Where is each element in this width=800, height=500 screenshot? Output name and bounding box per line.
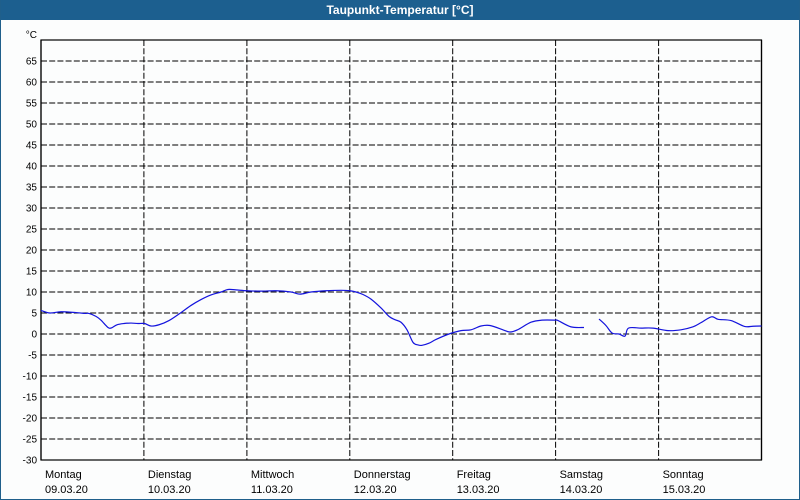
svg-text:35: 35 <box>26 183 38 194</box>
svg-text:0: 0 <box>31 330 37 341</box>
svg-text:Mittwoch: Mittwoch <box>251 469 294 481</box>
svg-text:Freitag: Freitag <box>457 469 491 481</box>
svg-text:Dienstag: Dienstag <box>148 469 191 481</box>
svg-text:-25: -25 <box>23 435 38 446</box>
svg-text:Samstag: Samstag <box>560 469 603 481</box>
svg-text:°C: °C <box>26 30 37 41</box>
svg-text:5: 5 <box>31 309 37 320</box>
svg-text:50: 50 <box>26 120 38 131</box>
svg-text:30: 30 <box>26 204 38 215</box>
svg-text:60: 60 <box>26 78 38 89</box>
svg-text:45: 45 <box>26 141 38 152</box>
svg-text:11.03.20: 11.03.20 <box>251 484 293 496</box>
svg-text:20: 20 <box>26 246 38 257</box>
svg-text:-15: -15 <box>23 393 38 404</box>
svg-text:-5: -5 <box>28 351 37 362</box>
svg-text:10: 10 <box>26 288 38 299</box>
svg-text:Donnerstag: Donnerstag <box>354 469 411 481</box>
svg-text:65: 65 <box>26 57 38 68</box>
svg-text:-20: -20 <box>23 414 38 425</box>
svg-text:09.03.20: 09.03.20 <box>45 484 88 496</box>
svg-text:13.03.20: 13.03.20 <box>457 484 500 496</box>
svg-text:15: 15 <box>26 267 38 278</box>
svg-text:10.03.20: 10.03.20 <box>148 484 191 496</box>
svg-text:55: 55 <box>26 99 38 110</box>
svg-text:-10: -10 <box>23 372 38 383</box>
svg-text:12.03.20: 12.03.20 <box>354 484 397 496</box>
svg-text:15.03.20: 15.03.20 <box>663 484 706 496</box>
svg-text:25: 25 <box>26 225 38 236</box>
svg-text:14.03.20: 14.03.20 <box>560 484 603 496</box>
svg-text:40: 40 <box>26 162 38 173</box>
svg-text:-30: -30 <box>23 456 38 467</box>
svg-text:Montag: Montag <box>45 469 82 481</box>
svg-text:Sonntag: Sonntag <box>663 469 704 481</box>
